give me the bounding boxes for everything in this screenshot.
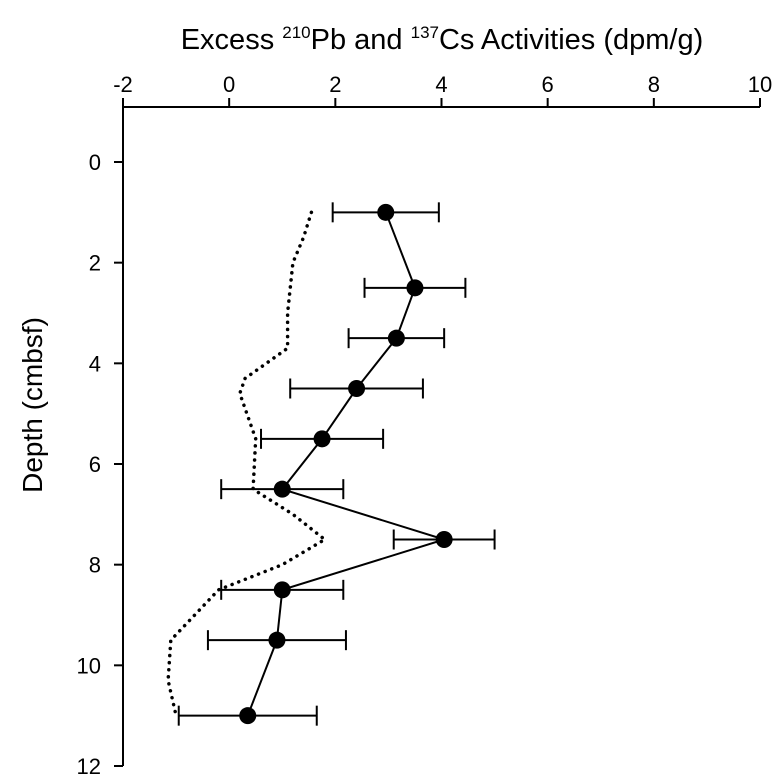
x-tick-label: 8 — [648, 72, 660, 97]
data-point — [387, 329, 405, 347]
data-point — [377, 203, 395, 221]
x-axis-title-superscript: 210 — [282, 23, 310, 42]
pb210-line — [246, 211, 448, 717]
x-tick-label: 0 — [223, 72, 235, 97]
pb210-markers — [239, 203, 453, 725]
data-point — [406, 279, 424, 297]
x-axis-title-part: Excess — [181, 24, 283, 56]
y-tick-label: 8 — [89, 553, 101, 578]
y-tick-label: 2 — [89, 251, 101, 276]
x-axis-title: Excess 210Pb and 137Cs Activities (dpm/g… — [181, 23, 704, 56]
x-tick-label: 6 — [542, 72, 554, 97]
y-tick-label: 6 — [89, 452, 101, 477]
x-tick-label: 2 — [329, 72, 341, 97]
y-tick-label: 10 — [77, 653, 101, 678]
data-point — [239, 707, 257, 725]
data-point — [435, 531, 453, 548]
y-tick-label: 0 — [89, 150, 101, 175]
y-tick-label: 4 — [89, 351, 101, 376]
pb210-error-bars — [177, 202, 496, 726]
x-axis-title-superscript: 137 — [411, 23, 439, 42]
axes: -2 0 2 4 6 8 10 0 2 4 6 8 10 12 — [77, 72, 773, 779]
pb210-line-series — [246, 211, 448, 717]
x-tick-label: -2 — [113, 72, 133, 97]
x-tick-label: 10 — [748, 72, 772, 97]
cs137-dotted-line — [166, 210, 328, 718]
data-point — [273, 581, 291, 599]
cs137-dotted-series — [166, 210, 328, 718]
data-point — [313, 430, 331, 448]
data-point — [273, 480, 291, 498]
data-point — [268, 631, 286, 649]
x-tick-label: 4 — [435, 72, 447, 97]
y-axis-title: Depth (cmbsf) — [17, 317, 48, 493]
x-axis-title-part: Pb and — [311, 24, 411, 56]
y-tick-label: 12 — [77, 754, 101, 779]
data-point — [348, 380, 366, 397]
x-axis-title-part: Cs Activities (dpm/g) — [439, 24, 703, 56]
